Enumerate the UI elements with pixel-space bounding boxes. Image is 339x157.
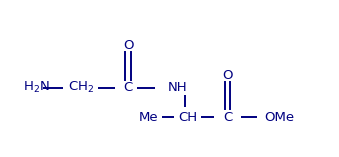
Text: OMe: OMe	[264, 111, 294, 124]
Text: O: O	[123, 39, 134, 52]
Text: Me: Me	[138, 111, 158, 124]
Text: CH$_2$: CH$_2$	[67, 80, 94, 95]
Text: CH: CH	[178, 111, 197, 124]
Text: O: O	[222, 69, 233, 82]
Text: C: C	[223, 111, 232, 124]
Text: NH: NH	[168, 81, 188, 94]
Text: C: C	[124, 81, 133, 94]
Text: H$_2$N: H$_2$N	[23, 80, 50, 95]
